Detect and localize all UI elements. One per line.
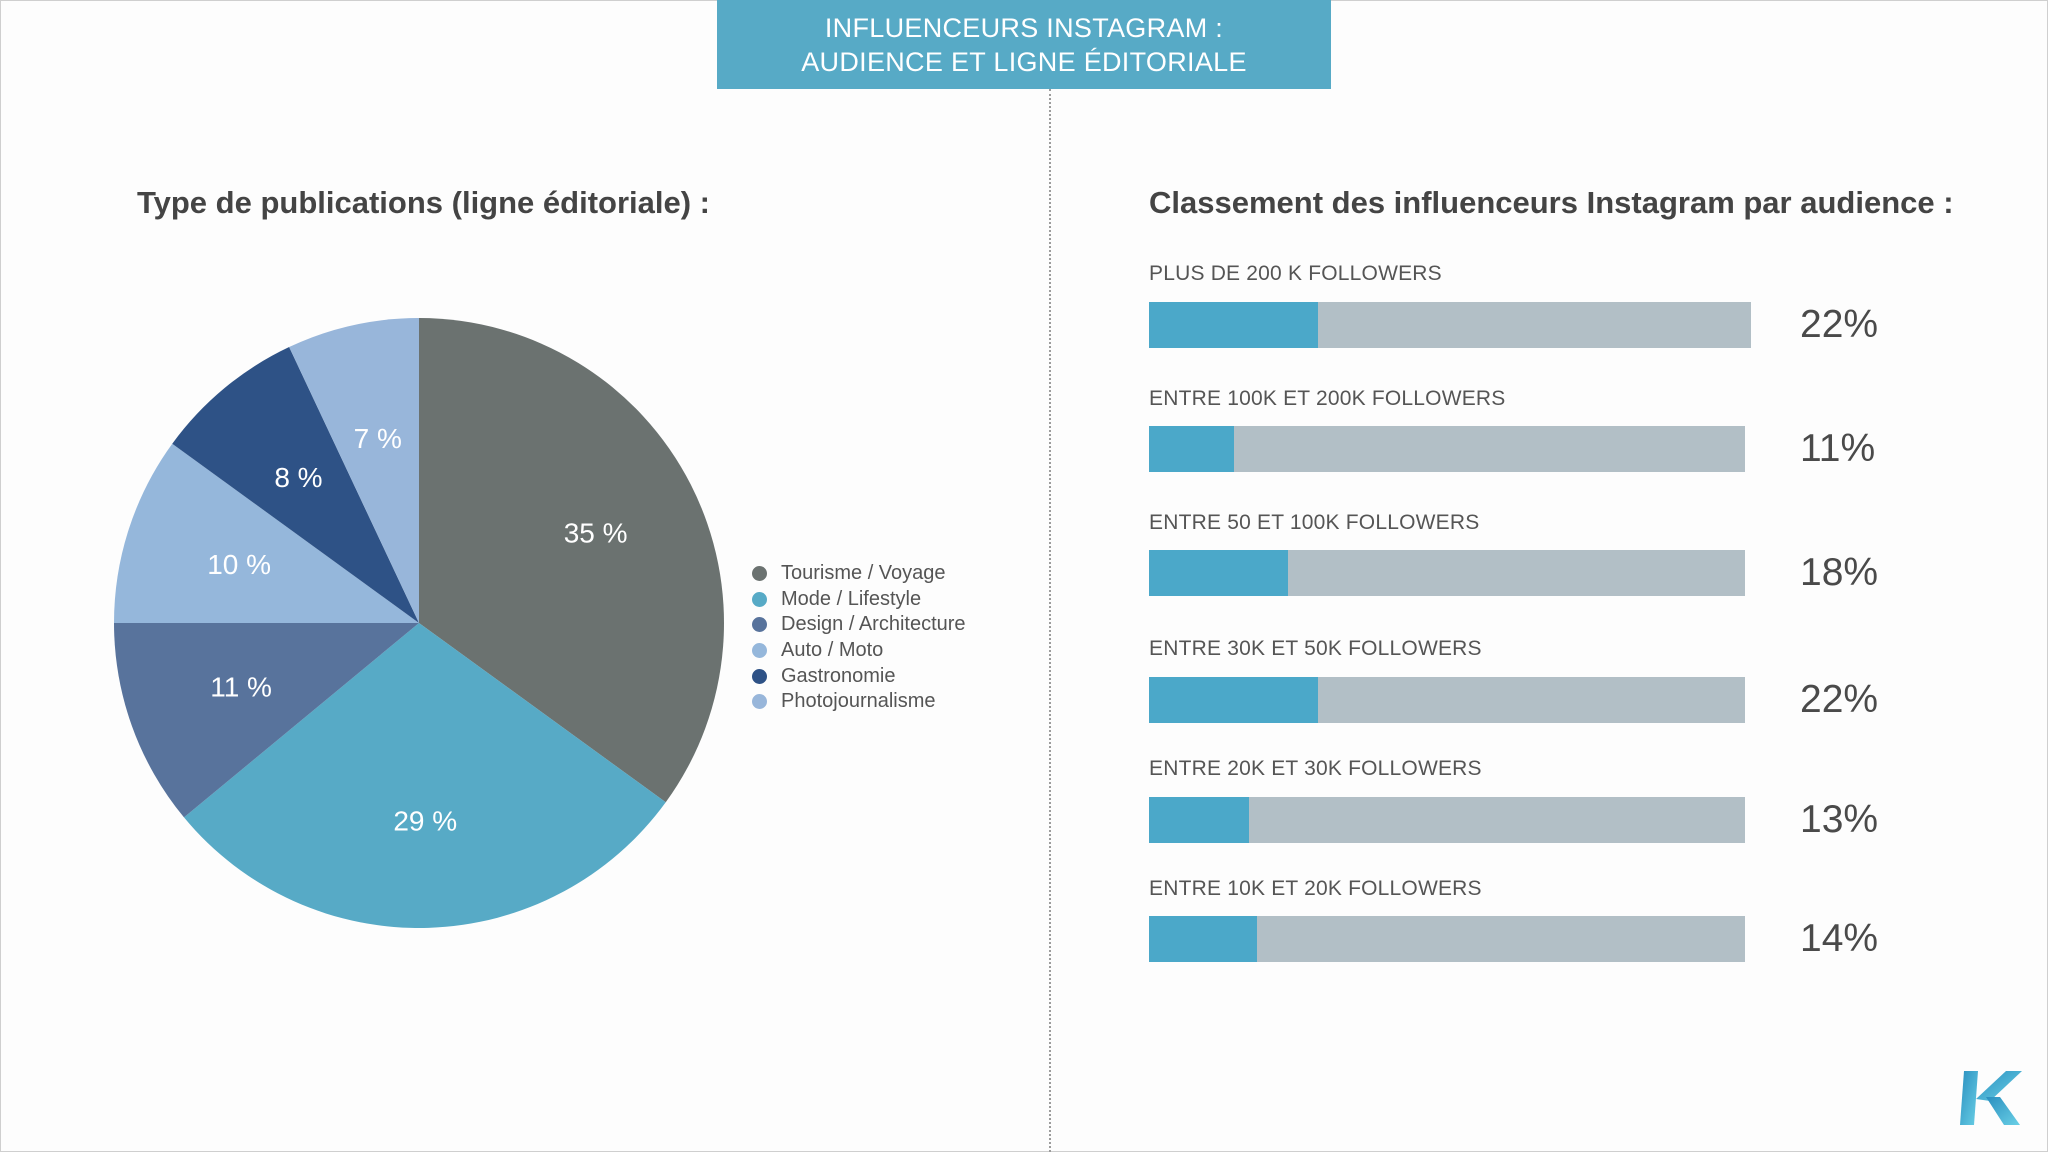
legend-swatch (752, 668, 767, 684)
bar-track (1149, 426, 1745, 472)
legend-label: Auto / Moto (781, 639, 884, 662)
k-logo-icon (1960, 1071, 2022, 1125)
bar-value-label: 22% (1800, 678, 1879, 721)
legend-label: Photojournalisme (781, 690, 936, 713)
bar-track (1149, 677, 1745, 723)
legend-label: Design / Architecture (781, 613, 966, 636)
legend-swatch (752, 643, 767, 659)
bar-track (1149, 302, 1751, 348)
pie-chart-title: Type de publications (ligne éditoriale) … (137, 185, 710, 220)
bar-category-label: ENTRE 100K ET 200K FOLLOWERS (1149, 387, 1506, 410)
pie-slice-label: 29 % (393, 806, 457, 837)
bar-value-label: 14% (1800, 917, 1879, 960)
pie-slice-2 (183, 623, 666, 928)
bar-value-label: 18% (1800, 551, 1879, 594)
bar-fill (1149, 426, 1234, 472)
legend-item: Mode / Lifestyle (752, 587, 966, 613)
pie-slice-3 (114, 623, 419, 818)
bar-value-label: 22% (1800, 303, 1879, 346)
bar-value-label: 11% (1800, 427, 1876, 470)
pie-slice-1 (419, 318, 724, 803)
bar-fill (1149, 797, 1250, 843)
legend-label: Tourisme / Voyage (781, 562, 946, 585)
legend-swatch (752, 617, 767, 633)
legend-swatch (752, 566, 767, 582)
legend-swatch (752, 694, 767, 710)
bar-category-label: PLUS DE 200 K FOLLOWERS (1149, 262, 1442, 285)
pie-slice-label: 11 % (210, 672, 272, 703)
pie-slice-label: 8 % (274, 462, 322, 493)
bar-category-label: ENTRE 30K ET 50K FOLLOWERS (1149, 637, 1482, 660)
legend-label: Mode / Lifestyle (781, 587, 922, 610)
legend-swatch (752, 591, 767, 607)
column-divider (1049, 89, 1051, 1152)
banner-title-line-2: AUDIENCE ET LIGNE ÉDITORIALE (801, 46, 1247, 77)
pie-slice-6 (289, 318, 419, 623)
bar-category-label: ENTRE 10K ET 20K FOLLOWERS (1149, 877, 1482, 900)
legend-item: Photojournalisme (752, 689, 966, 715)
legend-item: Design / Architecture (752, 612, 966, 638)
pie-slice-label: 7 % (354, 423, 402, 454)
legend-item: Auto / Moto (752, 638, 966, 664)
legend-label: Gastronomie (781, 664, 896, 687)
pie-slice-5 (172, 347, 419, 623)
title-banner: INFLUENCEURS INSTAGRAM : AUDIENCE ET LIG… (717, 0, 1331, 89)
bar-category-label: ENTRE 50 ET 100K FOLLOWERS (1149, 511, 1480, 534)
pie-slice-label: 35 % (564, 517, 628, 548)
bar-category-label: ENTRE 20K ET 30K FOLLOWERS (1149, 757, 1482, 780)
banner-title-line-1: INFLUENCEURS INSTAGRAM : (824, 12, 1224, 43)
pie-chart: 35 % 29 % 11 % 10 % 8 % 7 % (114, 318, 724, 928)
bar-fill (1149, 916, 1257, 962)
pie-legend: Tourisme / Voyage Mode / Lifestyle Design … (752, 561, 966, 715)
pie-slice-4 (114, 443, 419, 623)
legend-item: Gastronomie (752, 663, 966, 689)
bar-track (1149, 550, 1745, 596)
bar-value-label: 13% (1800, 798, 1879, 841)
bar-fill (1149, 302, 1319, 348)
bar-chart-title: Classement des influenceurs Instagram pa… (1149, 185, 1954, 220)
pie-slice-label: 10 % (207, 549, 271, 580)
legend-item: Tourisme / Voyage (752, 561, 966, 587)
bar-fill (1149, 677, 1319, 723)
bar-fill (1149, 550, 1288, 596)
bar-track (1149, 916, 1745, 962)
bar-track (1149, 797, 1745, 843)
